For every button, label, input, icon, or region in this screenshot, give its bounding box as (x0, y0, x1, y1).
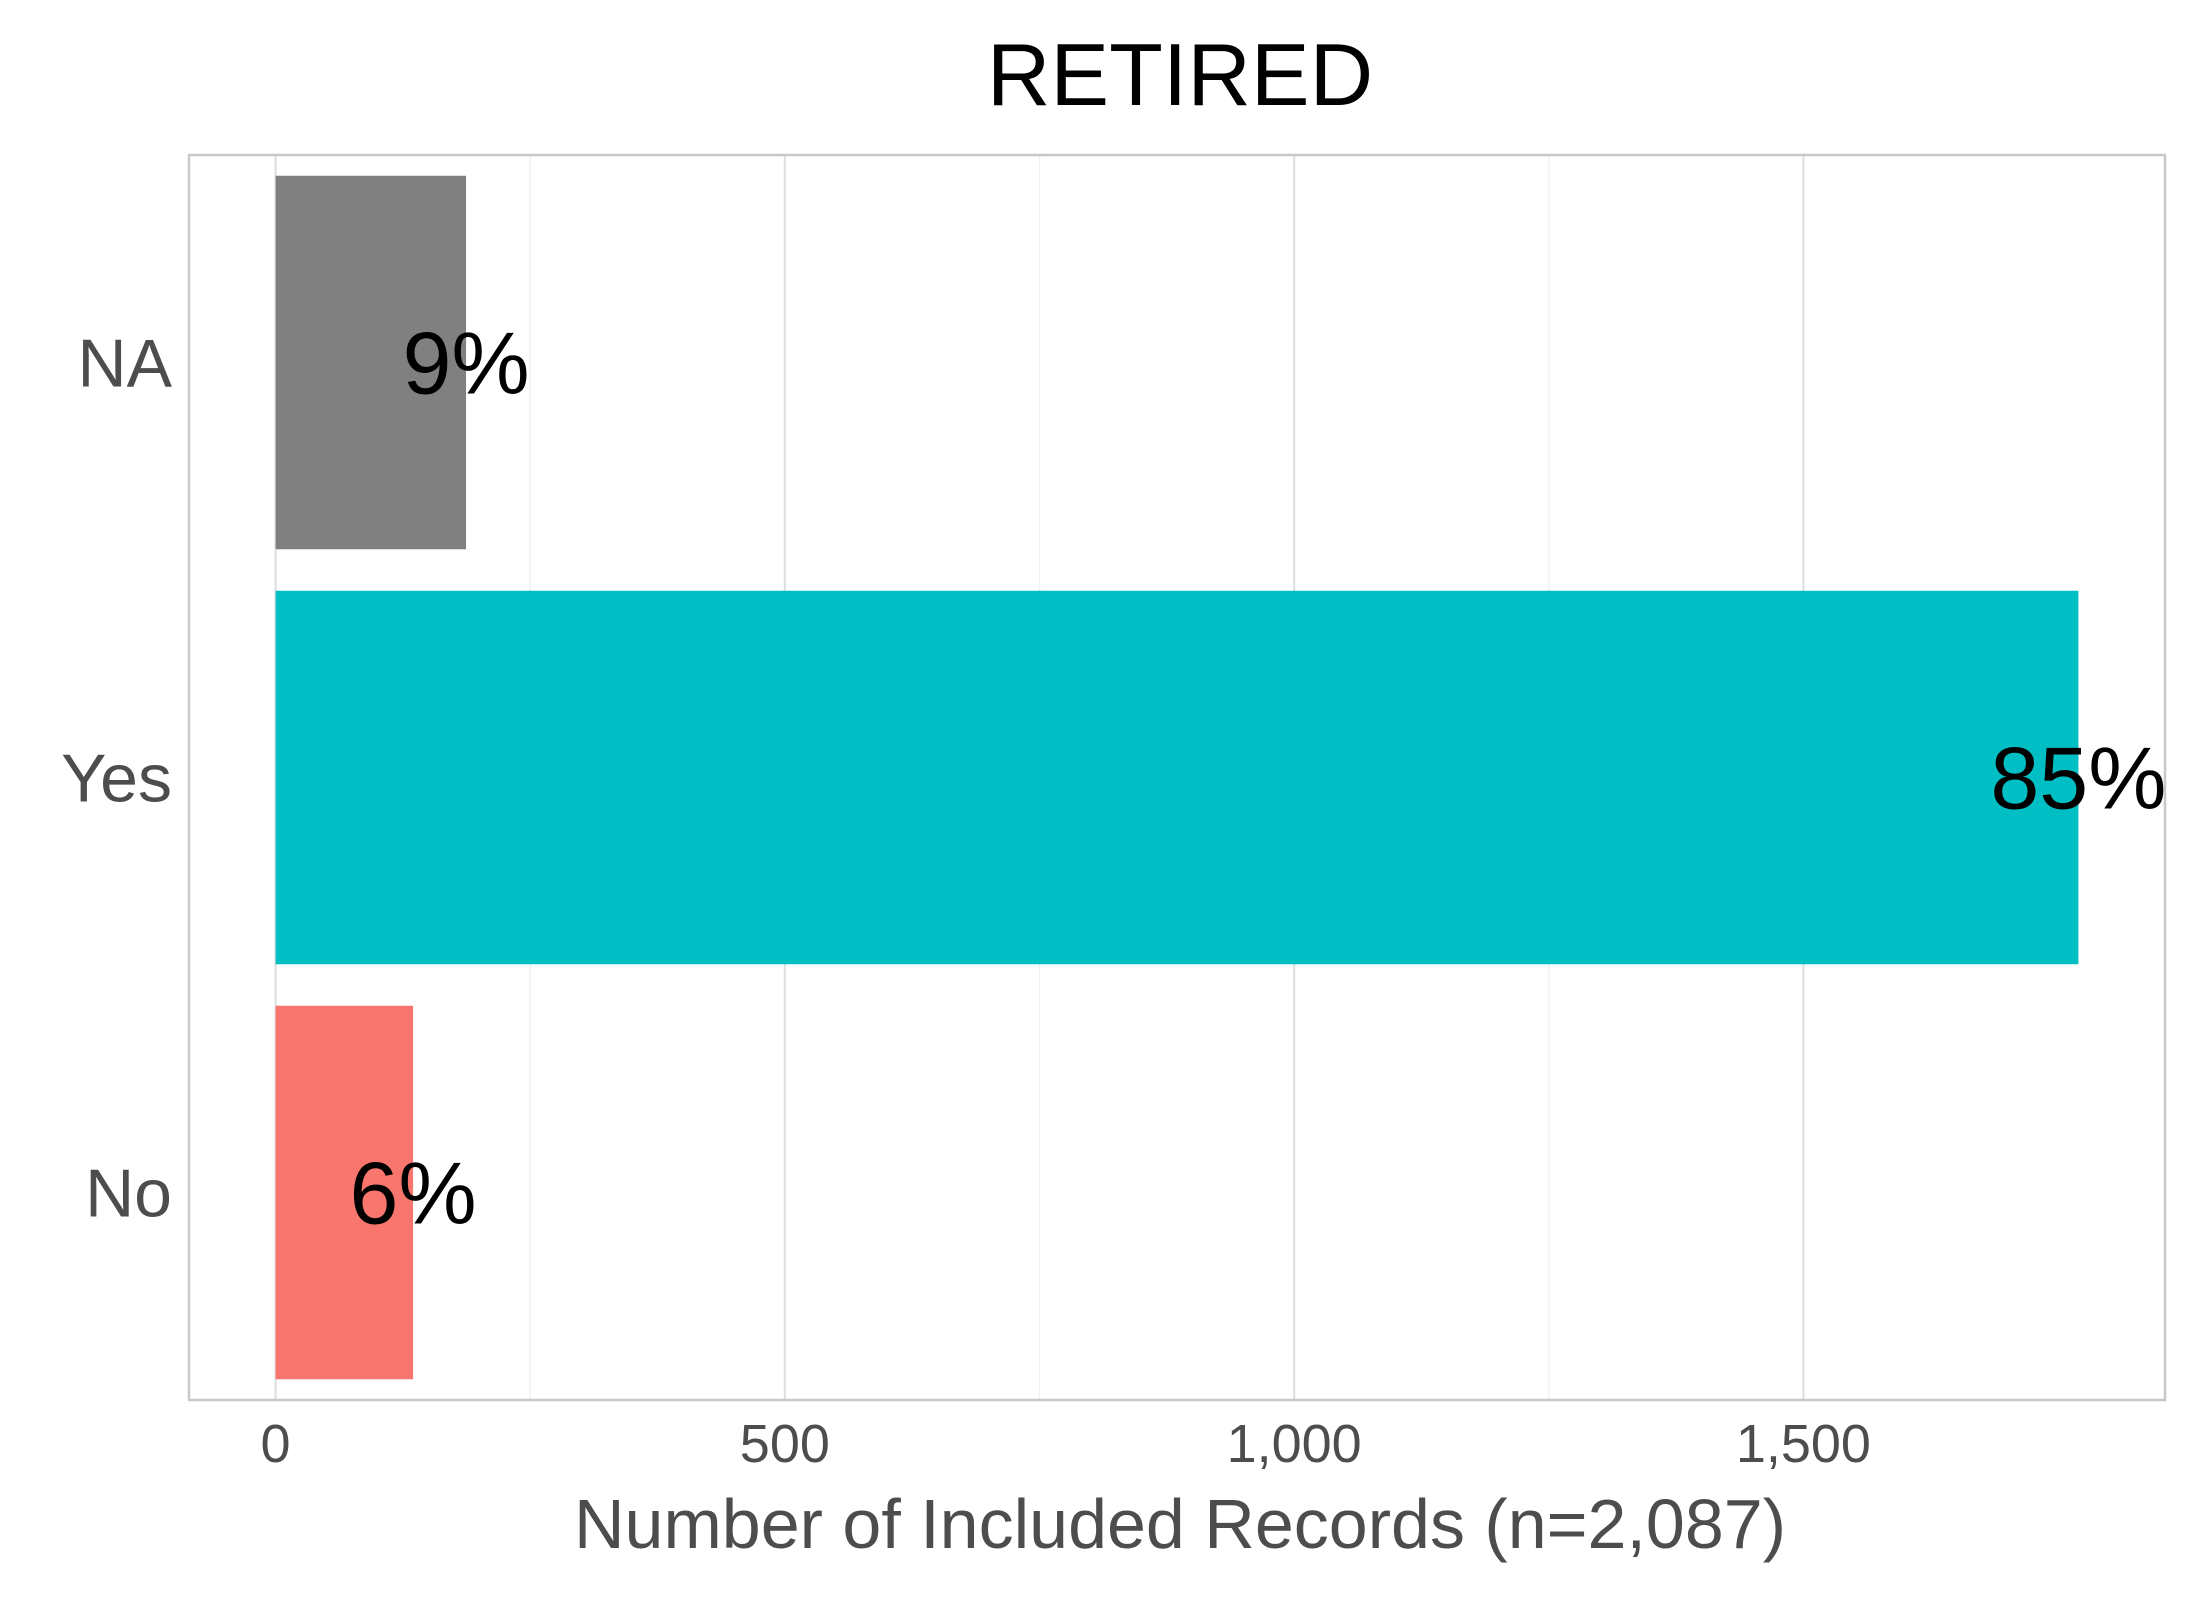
bars (275, 175, 2079, 1380)
x-tick-label: 1,500 (1736, 1414, 1871, 1474)
x-tick-label: 1,000 (1227, 1414, 1362, 1474)
x-tick-labels: 0 500 1,000 1,500 (261, 1414, 1871, 1474)
category-label-yes: Yes (61, 741, 172, 817)
category-label-no: No (85, 1156, 172, 1232)
data-labels: 9% 85% 6% (349, 314, 2166, 1243)
x-tick-label: 0 (261, 1414, 291, 1474)
data-label-na: 9% (402, 314, 529, 413)
bar-na (275, 175, 467, 550)
bar-yes (275, 590, 2079, 965)
category-label-na: NA (78, 326, 173, 402)
bar-no (275, 1005, 414, 1380)
data-label-no: 6% (349, 1144, 476, 1243)
data-label-yes: 85% (1990, 729, 2166, 828)
chart-title: RETIRED (987, 25, 1373, 124)
x-axis-title: Number of Included Records (n=2,087) (574, 1485, 1786, 1563)
plot-panel-border (187, 153, 2167, 1402)
x-tick-label: 500 (740, 1414, 830, 1474)
category-labels: NA Yes No (61, 326, 173, 1232)
